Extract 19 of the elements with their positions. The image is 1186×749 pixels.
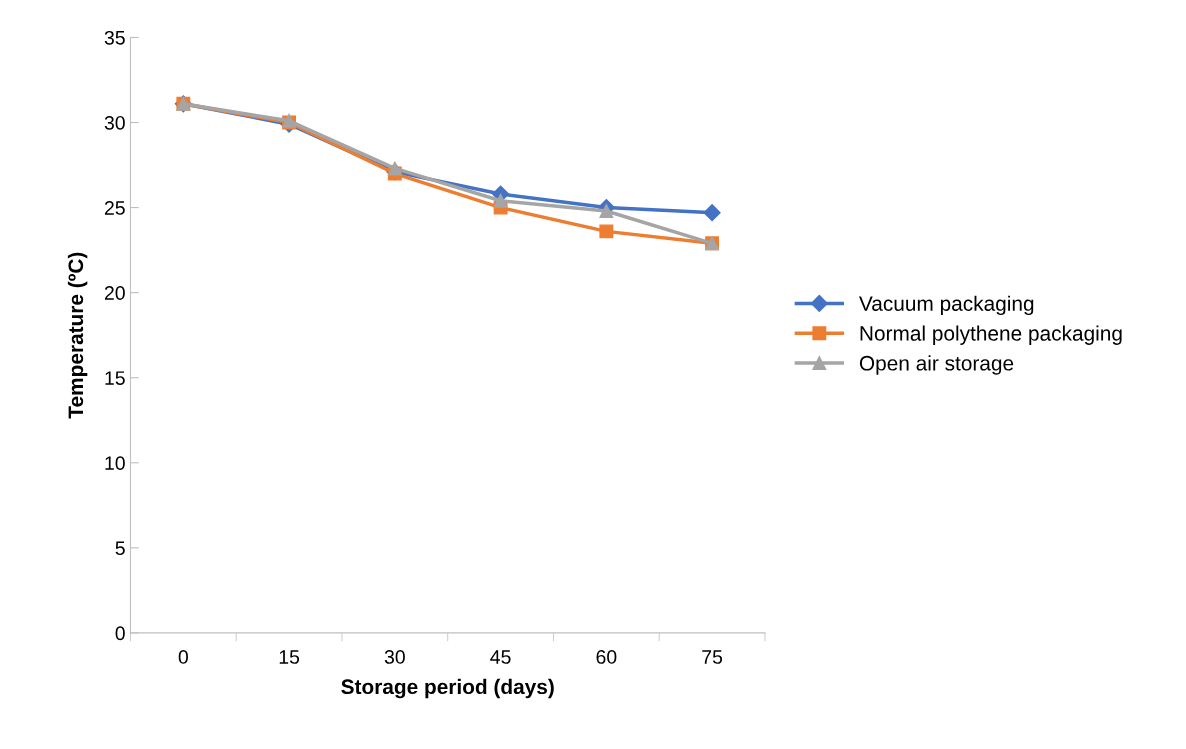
- legend-label: Open air storage: [859, 355, 1014, 375]
- x-tick-label: 15: [279, 650, 300, 664]
- y-tick-label: 0: [115, 626, 125, 641]
- y-tick-label: 35: [104, 30, 125, 45]
- legend-label: Normal polythene packaging: [860, 325, 1122, 345]
- x-tick-label: 45: [490, 650, 511, 664]
- x-tick-label: 60: [596, 650, 617, 664]
- y-axis-title: Temperature (ºC): [67, 252, 88, 419]
- y-tick-label: 25: [104, 201, 125, 215]
- x-tick-label: 75: [702, 650, 723, 664]
- y-tick-label: 10: [105, 456, 125, 471]
- y-tick-label: 30: [104, 115, 125, 130]
- legend-label: Vacuum packaging: [859, 295, 1034, 316]
- x-tick-label: 30: [384, 650, 405, 664]
- y-tick-label: 15: [105, 371, 125, 385]
- y-tick-label: 20: [104, 286, 125, 300]
- x-tick-label: 0: [178, 650, 188, 664]
- y-tick-label: 5: [115, 541, 125, 556]
- x-axis-title: Storage period (days): [341, 678, 554, 699]
